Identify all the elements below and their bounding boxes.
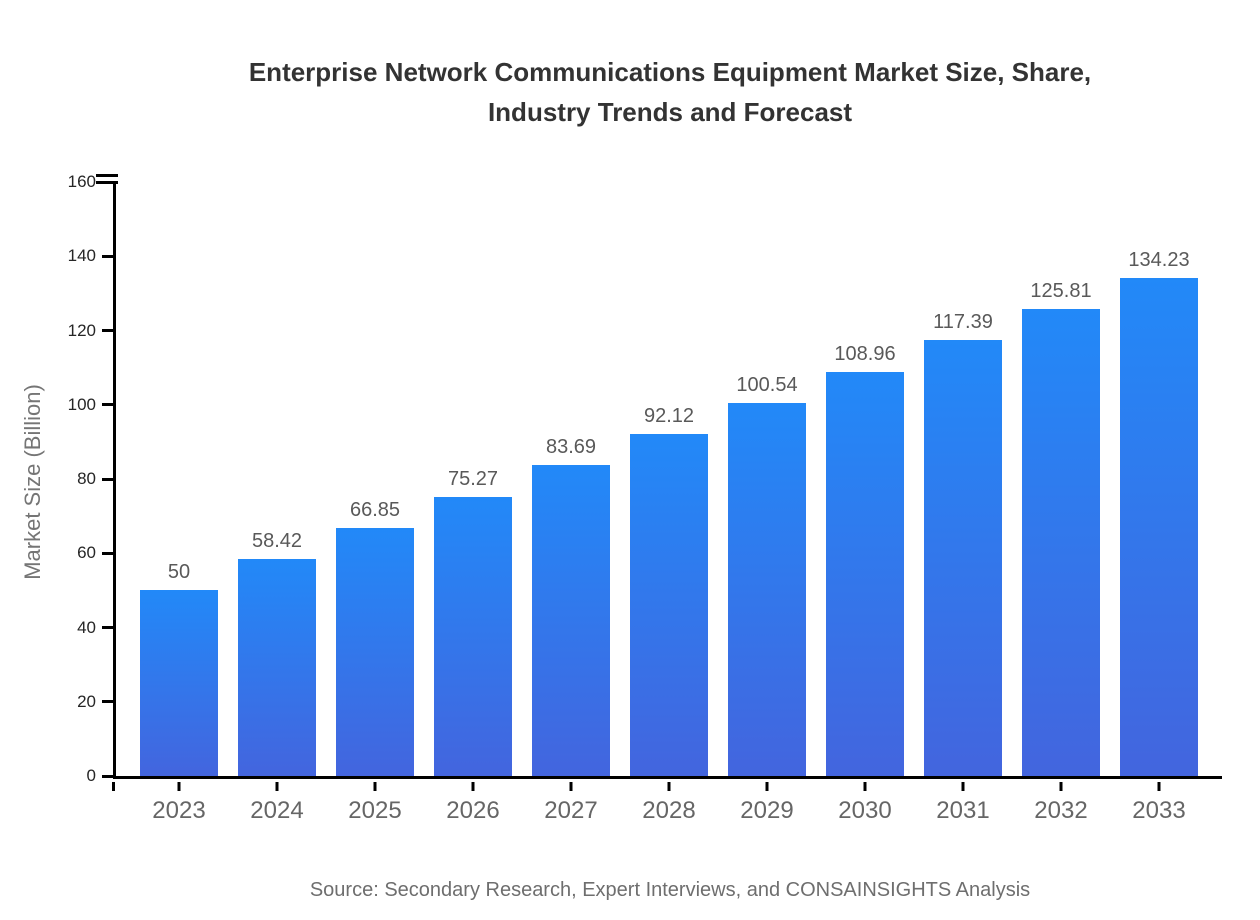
y-axis-top-cap <box>96 173 118 177</box>
bar-group-2029: 100.54 2029 <box>718 182 816 824</box>
bar <box>140 590 218 776</box>
bar <box>1120 277 1198 776</box>
y-axis-tick-label: 20 <box>77 691 96 711</box>
bar <box>238 559 316 776</box>
bar <box>532 465 610 776</box>
bar-group-2024: 58.42 2024 <box>228 182 326 824</box>
bar-value-label: 75.27 <box>447 467 499 490</box>
y-axis-tick <box>102 774 113 778</box>
x-axis-tick-label: 2025 <box>348 797 402 824</box>
x-axis-tick-label: 2028 <box>642 797 696 824</box>
bar <box>630 434 708 776</box>
x-axis-tick-label: 2032 <box>1034 797 1088 824</box>
x-axis-tick-label: 2027 <box>544 797 598 824</box>
x-axis-tick-label: 2029 <box>740 797 794 824</box>
bar-group-2031: 117.39 2031 <box>914 182 1012 824</box>
source-text: Source: Secondary Research, Expert Inter… <box>309 879 1031 901</box>
x-axis-tick <box>373 782 377 791</box>
bar-group-2028: 92.12 2028 <box>620 182 718 824</box>
x-axis-tick <box>667 782 671 791</box>
bar-group-2027: 83.69 2027 <box>522 182 620 824</box>
bar-group-2032: 125.81 2032 <box>1012 182 1110 824</box>
bar-value-label: 100.54 <box>736 373 798 396</box>
x-axis-tick-label: 2033 <box>1132 797 1186 824</box>
x-axis-tick-label: 2030 <box>838 797 892 824</box>
y-axis-tick-label: 40 <box>77 617 96 637</box>
x-axis-tick-label: 2023 <box>152 797 206 824</box>
y-axis-tick <box>102 551 113 555</box>
x-axis-tick <box>471 782 475 791</box>
x-axis-tick-label: 2031 <box>936 797 990 824</box>
x-axis-tick <box>961 782 965 791</box>
x-axis-tick <box>1059 782 1063 791</box>
y-axis-tick <box>102 477 113 481</box>
x-axis-tick-label: 2024 <box>250 797 304 824</box>
bar-group-2026: 75.27 2026 <box>424 182 522 824</box>
x-axis-origin-tick <box>112 782 115 791</box>
bar-value-label: 92.12 <box>643 405 695 428</box>
y-axis-tick <box>102 329 113 332</box>
x-axis-tick-label: 2026 <box>446 797 500 824</box>
bar-group-2030: 108.96 2030 <box>816 182 914 824</box>
x-axis-tick <box>275 782 279 791</box>
bar-value-label: 108.96 <box>834 342 896 365</box>
y-axis-tick-label: 160 <box>67 172 96 191</box>
x-axis-tick <box>863 782 867 791</box>
bar <box>336 527 414 776</box>
y-axis-tick <box>102 626 113 629</box>
y-axis-tick <box>96 180 118 184</box>
bar <box>434 496 512 776</box>
x-axis-tick <box>569 782 573 791</box>
y-axis-tick-label: 120 <box>67 320 96 340</box>
y-axis-tick <box>102 254 113 258</box>
bar-value-label: 83.69 <box>545 436 597 459</box>
bar-group-2033: 134.23 2033 <box>1110 182 1208 824</box>
bar-group-2025: 66.85 2025 <box>326 182 424 824</box>
bar-value-label: 134.23 <box>1128 248 1190 271</box>
x-axis-tick <box>177 782 181 791</box>
chart-title: Enterprise Network Communications Equipm… <box>90 52 1250 132</box>
bar <box>924 340 1002 776</box>
x-axis-tick <box>1157 782 1161 791</box>
y-axis-tick <box>102 403 113 407</box>
y-axis-tick-label: 80 <box>77 469 96 488</box>
y-axis-tick-label: 100 <box>67 394 96 414</box>
bar <box>1022 308 1100 776</box>
bar <box>826 371 904 776</box>
y-axis-tick-label: 60 <box>77 543 96 563</box>
y-axis-tick-label: 140 <box>67 246 96 266</box>
chart-title-line-1: Enterprise Network Communications Equipm… <box>248 57 1092 87</box>
x-axis-tick <box>765 782 769 791</box>
bar-group-2023: 50 2023 <box>130 182 228 824</box>
bar-value-label: 125.81 <box>1030 279 1092 302</box>
chart-title-line-2: Industry Trends and Forecast <box>487 97 853 127</box>
plot-area: 50 2023 58.42 2024 66.85 2025 75.27 2026 83.69 20… <box>113 182 1222 824</box>
bar-value-label: 58.42 <box>251 530 303 553</box>
bar <box>728 402 806 776</box>
bar-value-label: 50 <box>167 561 191 584</box>
bar-value-label: 66.85 <box>349 498 401 521</box>
y-axis-tick <box>102 700 113 704</box>
bar-value-label: 117.39 <box>933 311 993 334</box>
y-axis-tick-label: 0 <box>86 766 96 785</box>
